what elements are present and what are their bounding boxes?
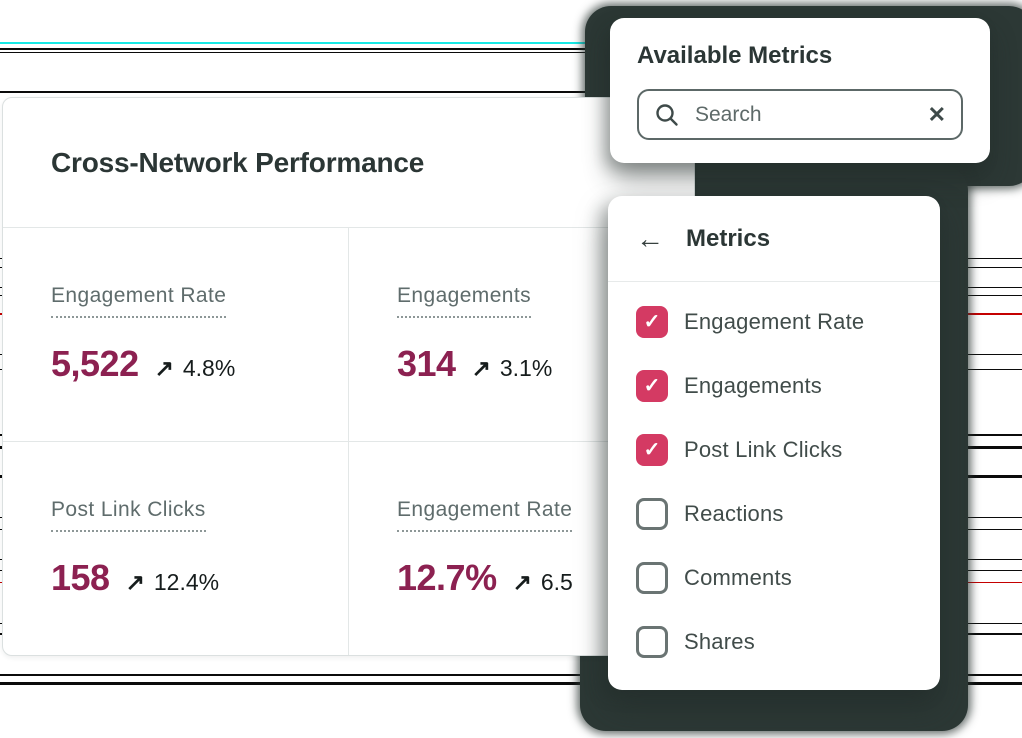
metric-checkbox-row[interactable]: ✓ Reactions [636, 482, 912, 546]
metrics-checklist: ✓ Engagement Rate ✓ Engagements ✓ Post L… [608, 282, 940, 674]
card-title: Cross-Network Performance [51, 146, 425, 178]
glitch-line [0, 48, 1022, 50]
metric-value-row: 314 ↗ 3.1% [397, 343, 694, 385]
glitch-line [0, 682, 1022, 685]
cross-network-performance-card: Cross-Network Performance Engagement Rat… [2, 97, 695, 656]
metric-value: 12.7% [397, 557, 497, 598]
glitch-line [0, 52, 1022, 53]
checkbox-label: Comments [684, 565, 792, 590]
metrics-grid: Engagement Rate 5,522 ↗ 4.8% Engagements… [3, 228, 694, 655]
glitch-line [0, 91, 1022, 93]
trend-up-arrow-icon: ↗ [154, 355, 174, 381]
metric-checkbox-row[interactable]: ✓ Post Link Clicks [636, 418, 912, 482]
metric-value-row: 12.7% ↗ 6.5 [397, 557, 694, 599]
metric-value-row: 5,522 ↗ 4.8% [51, 343, 348, 385]
checkbox[interactable]: ✓ [636, 306, 668, 338]
checkbox[interactable]: ✓ [636, 498, 668, 530]
metric-value: 158 [51, 557, 110, 598]
card-header: Cross-Network Performance [3, 98, 694, 228]
checkbox-label: Reactions [684, 501, 784, 526]
metric-delta: 6.5 [540, 569, 573, 595]
metric-checkbox-row[interactable]: ✓ Engagement Rate [636, 290, 912, 354]
trend-up-arrow-icon: ↗ [471, 355, 491, 381]
metric-label[interactable]: Engagement Rate [51, 284, 227, 318]
metric-card: Engagements 314 ↗ 3.1% [349, 228, 694, 442]
metric-value: 314 [397, 343, 456, 384]
search-icon [656, 103, 678, 126]
back-arrow-icon[interactable]: ← [636, 222, 664, 254]
checkbox[interactable]: ✓ [636, 434, 668, 466]
available-metrics-popover: Available Metrics ✕ [610, 18, 990, 163]
checkbox-label: Engagements [684, 373, 822, 398]
metric-delta: 12.4% [153, 569, 220, 595]
search-box[interactable]: ✕ [637, 89, 963, 140]
metric-label[interactable]: Post Link Clicks [51, 498, 206, 532]
check-icon: ✓ [643, 375, 661, 397]
search-input[interactable] [693, 101, 928, 128]
metric-value-row: 158 ↗ 12.4% [51, 557, 348, 599]
clear-search-icon[interactable]: ✕ [927, 101, 946, 127]
checkbox[interactable]: ✓ [636, 626, 668, 658]
checkbox-label: Post Link Clicks [684, 437, 843, 462]
metric-label[interactable]: Engagement Rate [397, 498, 573, 532]
checkbox[interactable]: ✓ [636, 562, 668, 594]
trend-up-arrow-icon: ↗ [125, 569, 145, 595]
metric-label[interactable]: Engagements [397, 284, 531, 318]
available-metrics-title: Available Metrics [637, 42, 833, 69]
glitch-line [0, 674, 1022, 676]
metric-delta: 3.1% [499, 355, 553, 381]
metric-card: Engagement Rate 5,522 ↗ 4.8% [3, 228, 349, 442]
trend-up-arrow-icon: ↗ [512, 569, 532, 595]
metric-checkbox-row[interactable]: ✓ Shares [636, 610, 912, 674]
checkbox-label: Engagement Rate [684, 309, 865, 334]
metric-card: Engagement Rate 12.7% ↗ 6.5 [349, 442, 694, 655]
metrics-panel: ← Metrics ✓ Engagement Rate ✓ Engagement… [608, 196, 940, 690]
checkbox-label: Shares [684, 629, 755, 654]
metric-checkbox-row[interactable]: ✓ Comments [636, 546, 912, 610]
metric-card: Post Link Clicks 158 ↗ 12.4% [3, 442, 349, 655]
check-icon: ✓ [643, 311, 661, 333]
metric-value: 5,522 [51, 343, 139, 384]
metrics-panel-title: Metrics [686, 224, 771, 252]
glitch-line [0, 42, 1022, 44]
check-icon: ✓ [643, 439, 661, 461]
metric-checkbox-row[interactable]: ✓ Engagements [636, 354, 912, 418]
metrics-panel-header: ← Metrics [608, 196, 940, 282]
metric-delta: 4.8% [182, 355, 236, 381]
checkbox[interactable]: ✓ [636, 370, 668, 402]
